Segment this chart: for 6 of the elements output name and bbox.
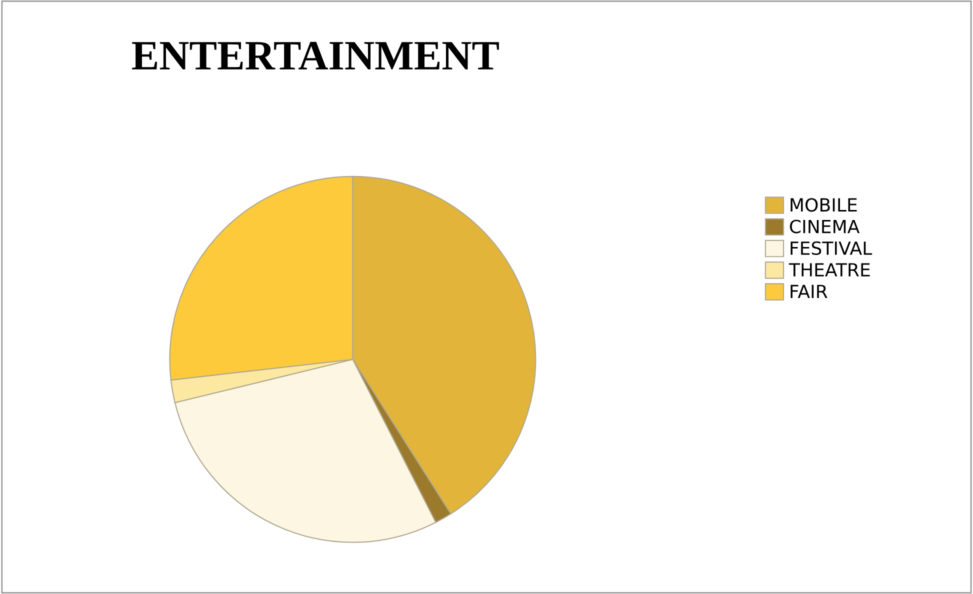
legend-label: THEATRE — [788, 263, 870, 276]
legend-label: FESTIVAL — [790, 241, 872, 255]
legend-label: FAIR — [790, 284, 828, 298]
chart-title: ENTERTAINMENT — [132, 42, 499, 70]
legend-label: CINEMA — [790, 220, 860, 234]
legend-label: MOBILE — [790, 198, 857, 212]
